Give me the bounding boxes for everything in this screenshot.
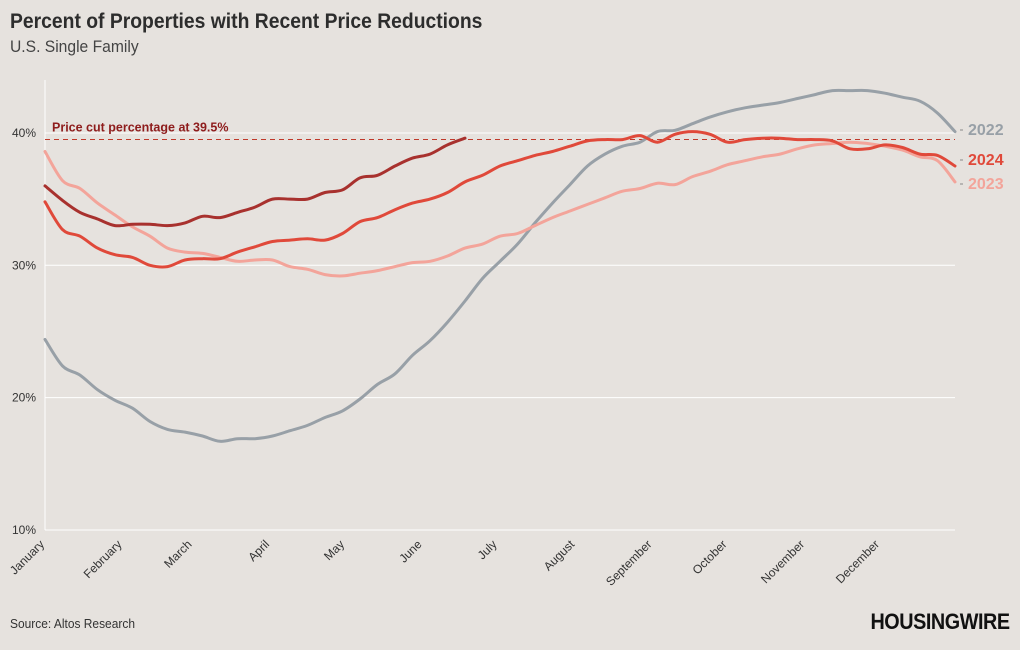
series-line-2023 [43, 140, 957, 278]
x-tick-label: September [603, 537, 654, 588]
y-tick-label: 10% [12, 523, 36, 537]
source-note: Source: Altos Research [10, 616, 135, 631]
x-tick-label: July [475, 537, 500, 562]
y-tick-label: 40% [12, 126, 36, 140]
reference-line-group: Price cut percentage at 39.5% [45, 121, 955, 141]
x-tick-label: August [541, 537, 578, 574]
x-tick-label: March [161, 537, 194, 570]
y-tick-label: 20% [12, 391, 36, 405]
chart-subtitle: U.S. Single Family [10, 37, 139, 56]
y-tick-label: 30% [12, 258, 36, 272]
x-tick-label: October [690, 537, 730, 577]
series-labels: 2022 2023 2024 [960, 122, 1004, 193]
series-label-2022: 2022 [968, 122, 1004, 139]
x-tick-label: June [396, 537, 425, 566]
series-line-2022 [43, 88, 957, 443]
reference-line-label: Price cut percentage at 39.5% [52, 121, 228, 135]
x-tick-label: April [245, 537, 272, 564]
gridlines [44, 80, 955, 531]
brand-logo: HOUSINGWIRE [870, 609, 1011, 634]
series-label-2024: 2024 [968, 152, 1004, 169]
chart-title: Percent of Properties with Recent Price … [10, 10, 483, 33]
x-tick-label: December [833, 537, 882, 586]
series-group [43, 88, 957, 443]
x-tick-label: January [7, 537, 47, 577]
series-line-2024 [43, 130, 957, 269]
x-tick-label: February [81, 537, 125, 581]
series-line-2025 [43, 136, 467, 228]
x-tick-label: May [321, 537, 347, 563]
series-label-2023: 2023 [968, 176, 1004, 193]
x-tick-label: November [758, 537, 807, 586]
